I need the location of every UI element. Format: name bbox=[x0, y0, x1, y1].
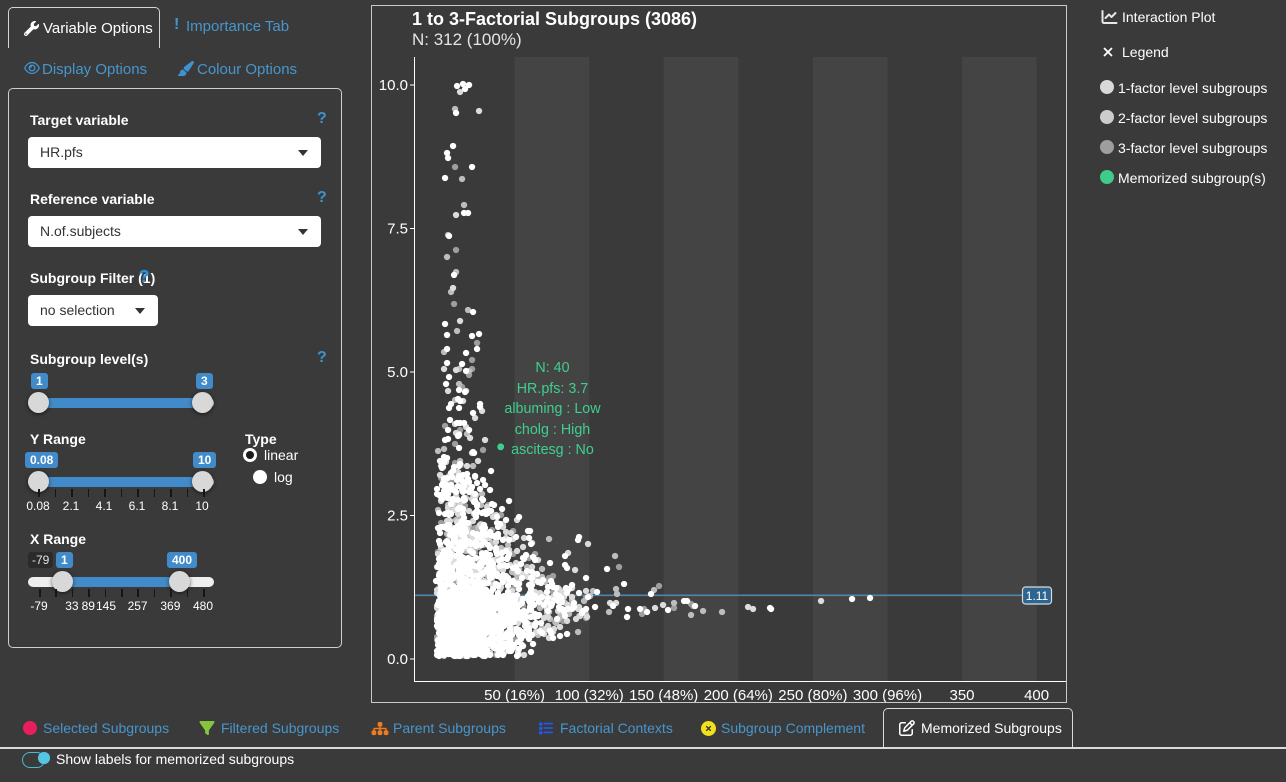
svg-text:300 (96%): 300 (96%) bbox=[853, 687, 922, 702]
svg-text:7.5: 7.5 bbox=[387, 221, 408, 238]
svg-text:10.0: 10.0 bbox=[379, 77, 408, 94]
svg-text:cholg : High: cholg : High bbox=[515, 422, 591, 438]
svg-text:albuming : Low: albuming : Low bbox=[504, 401, 601, 417]
svg-text:N: 40: N: 40 bbox=[535, 360, 569, 376]
svg-text:50 (16%): 50 (16%) bbox=[484, 687, 545, 702]
svg-text:ascitesg : No: ascitesg : No bbox=[511, 442, 594, 458]
svg-text:5.0: 5.0 bbox=[387, 364, 408, 381]
svg-text:200 (64%): 200 (64%) bbox=[704, 687, 773, 702]
svg-text:350: 350 bbox=[949, 687, 974, 702]
svg-text:0.0: 0.0 bbox=[387, 651, 408, 668]
svg-text:2.5: 2.5 bbox=[387, 508, 408, 525]
svg-text:1.11: 1.11 bbox=[1026, 589, 1049, 603]
svg-text:400: 400 bbox=[1024, 687, 1049, 702]
svg-text:HR.pfs: 3.7: HR.pfs: 3.7 bbox=[517, 381, 589, 397]
svg-text:100 (32%): 100 (32%) bbox=[555, 687, 624, 702]
svg-text:150 (48%): 150 (48%) bbox=[629, 687, 698, 702]
svg-text:250 (80%): 250 (80%) bbox=[778, 687, 847, 702]
